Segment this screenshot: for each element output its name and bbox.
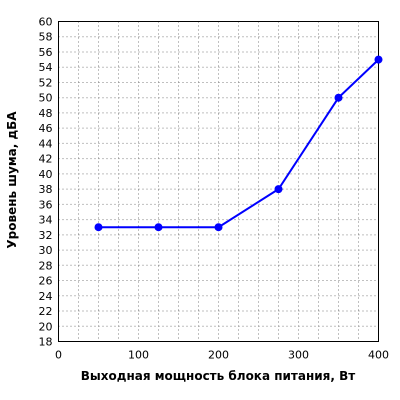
y-tick-label: 38 <box>39 183 53 196</box>
grid <box>58 21 379 342</box>
y-tick-label: 42 <box>39 153 53 166</box>
y-tick-label: 54 <box>39 61 53 74</box>
y-tick-label: 30 <box>39 244 53 257</box>
x-tick-label: 100 <box>128 349 149 362</box>
data-point <box>154 223 163 232</box>
data-point <box>374 55 383 64</box>
x-tick-label: 400 <box>368 349 389 362</box>
y-tick-label: 26 <box>39 275 53 288</box>
y-tick-label: 50 <box>39 92 53 105</box>
y-tick-label: 20 <box>39 320 53 333</box>
y-tick-label: 52 <box>39 76 53 89</box>
y-tick-label: 40 <box>39 168 53 181</box>
y-tick-label: 36 <box>39 198 53 211</box>
y-axis-ticks: 18 20 22 24 26 28 30 32 34 36 38 40 42 44 46 48 50 52 54 56… <box>39 16 53 349</box>
series-line <box>98 58 380 229</box>
y-axis-title: Уровень шума, дБА <box>5 111 19 249</box>
x-tick-label: 0 <box>55 349 62 362</box>
y-tick-label: 32 <box>39 229 53 242</box>
data-point <box>274 185 283 194</box>
y-tick-label: 18 <box>39 336 53 349</box>
y-tick-label: 46 <box>39 122 53 135</box>
y-tick-label: 28 <box>39 259 53 272</box>
data-point <box>214 223 223 232</box>
data-point <box>334 93 343 102</box>
x-axis-title: Выходная мощность блока питания, Вт <box>81 369 356 383</box>
y-tick-label: 56 <box>39 46 53 59</box>
data-point <box>94 223 103 232</box>
series-group <box>94 55 383 232</box>
x-tick-label: 300 <box>288 349 309 362</box>
x-tick-label: 200 <box>208 349 229 362</box>
y-tick-label: 44 <box>39 137 53 150</box>
y-tick-label: 34 <box>39 214 53 227</box>
y-tick-label: 22 <box>39 305 53 318</box>
y-tick-label: 58 <box>39 31 53 44</box>
y-tick-label: 24 <box>39 290 53 303</box>
y-tick-label: 48 <box>39 107 53 120</box>
plot-frame <box>58 21 379 342</box>
y-tick-label: 60 <box>39 16 53 29</box>
x-axis-ticks: 0 100 200 300 400 <box>55 349 389 362</box>
